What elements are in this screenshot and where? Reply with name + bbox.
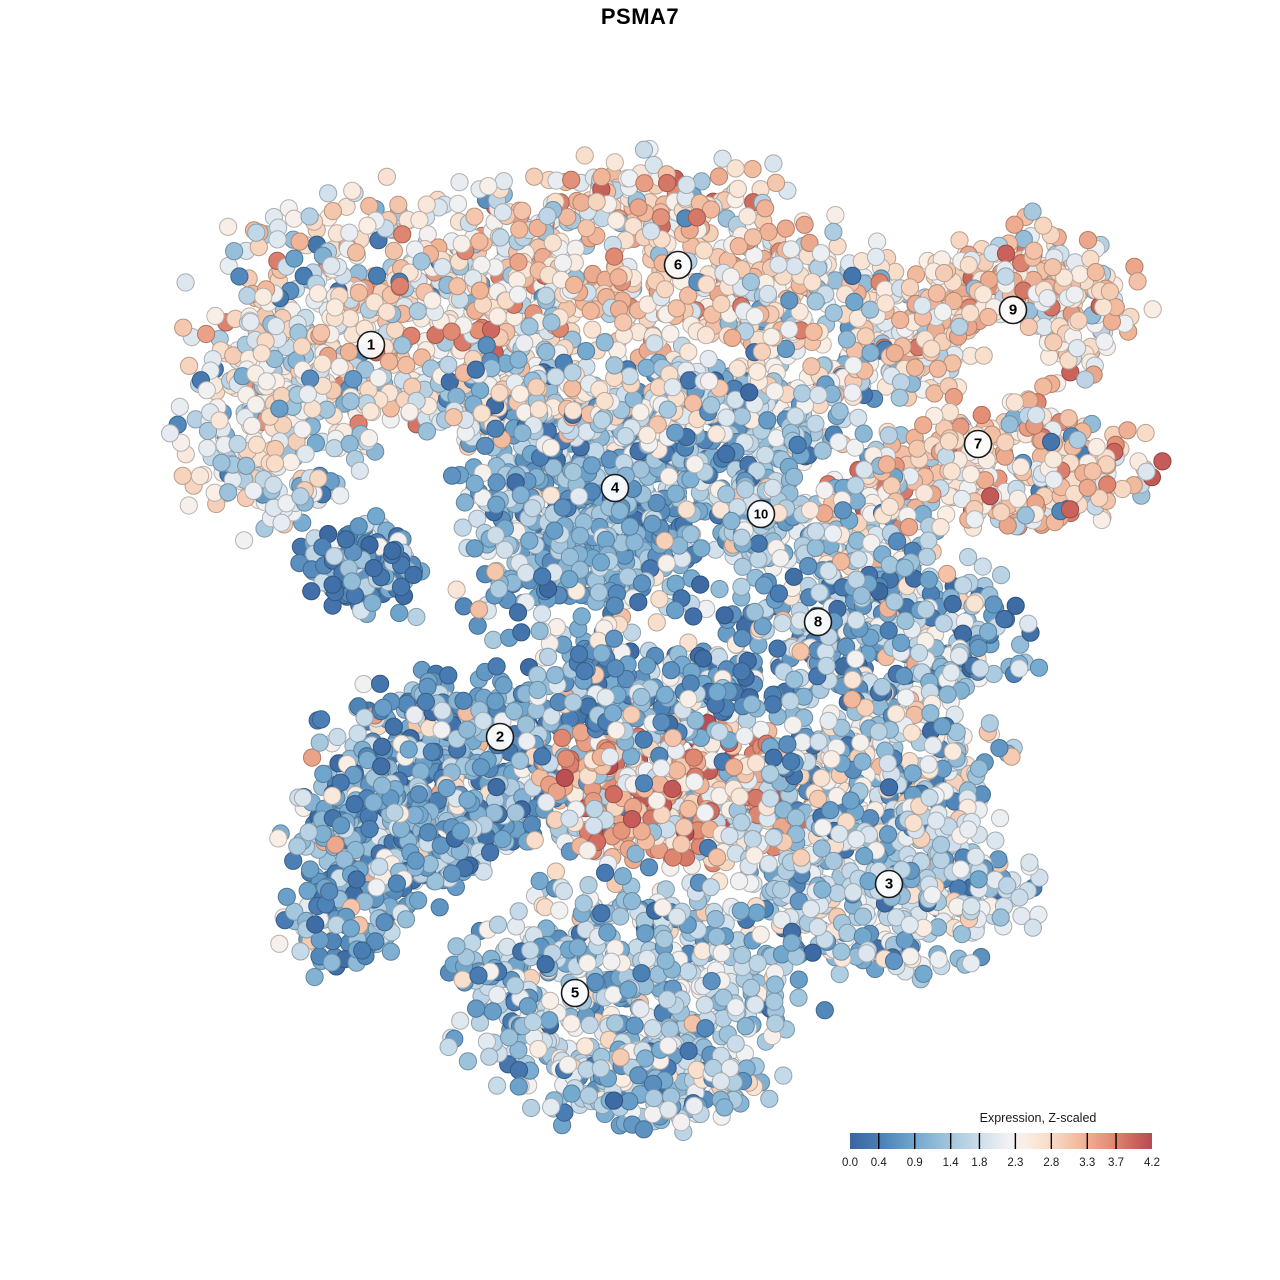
scatter-points bbox=[161, 139, 1172, 1142]
colorbar-tick-label: 1.4 bbox=[943, 1157, 960, 1169]
colorbar-tick-label: 2.3 bbox=[1007, 1157, 1023, 1169]
chart-title: PSMA7 bbox=[600, 4, 680, 29]
colorbar-tick-label: 4.2 bbox=[1144, 1157, 1160, 1169]
blob-isolated-left bbox=[270, 865, 416, 987]
cluster-label-4: 4 bbox=[600, 473, 630, 503]
colorbar-tick-label: 2.8 bbox=[1043, 1157, 1059, 1169]
cluster-label-6: 6 bbox=[663, 250, 693, 280]
blob-dark-blob-sw bbox=[290, 507, 431, 624]
cluster-label-3: 3 bbox=[874, 869, 904, 899]
legend-title: Expression, Z-scaled bbox=[980, 1111, 1097, 1125]
blob-sparse-under-top bbox=[407, 553, 685, 667]
colorbar-tick-label: 3.7 bbox=[1108, 1157, 1124, 1169]
colorbar-tick-label: 0.9 bbox=[907, 1157, 923, 1169]
blob-upper-dark-bottom bbox=[512, 642, 813, 750]
blob-mid-right-mixed bbox=[747, 677, 1023, 847]
blob-bottom-tail bbox=[542, 1036, 779, 1142]
blob-left-pale-edge bbox=[161, 317, 385, 550]
blob-mid-band-mixed bbox=[344, 333, 784, 457]
colorbar-gradient bbox=[850, 1133, 1152, 1149]
colorbar-legend: Expression, Z-scaled 0.0 0.4 0.9 1.4 1.8 2.3 2.… bbox=[842, 1111, 1160, 1169]
cluster-labels: 1 2 3 4 5 6 7 8 9 10 bbox=[356, 250, 1028, 1008]
cluster-label-2: 2 bbox=[485, 722, 515, 752]
colorbar-tick-label: 3.3 bbox=[1079, 1157, 1095, 1169]
cluster-label-8: 8 bbox=[803, 607, 833, 637]
cluster-label-7: 7 bbox=[963, 429, 993, 459]
cluster-label-10: 10 bbox=[746, 499, 776, 529]
cluster-label-9: 9 bbox=[998, 295, 1028, 325]
blob-left-arm-blue bbox=[269, 757, 512, 919]
colorbar-tick-label: 0.4 bbox=[871, 1157, 888, 1169]
colorbar-tick-label: 1.8 bbox=[971, 1157, 987, 1169]
blob-cluster8-archipelago bbox=[733, 532, 1049, 724]
cluster-label-5: 5 bbox=[560, 978, 590, 1008]
blob-cluster9-ring bbox=[876, 202, 1162, 409]
colorbar-tick-label: 0.0 bbox=[842, 1157, 858, 1169]
cluster-label-1: 1 bbox=[356, 330, 386, 360]
